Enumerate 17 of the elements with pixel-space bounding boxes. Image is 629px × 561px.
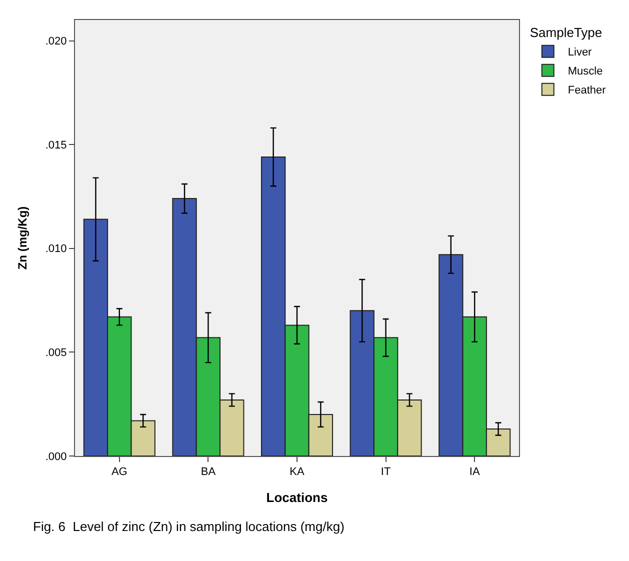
y-tick-label: .000 bbox=[45, 450, 67, 463]
x-tick-label: BA bbox=[200, 466, 216, 478]
y-tick-label: .005 bbox=[45, 347, 67, 360]
legend-label: Muscle bbox=[568, 66, 603, 78]
caption: Fig. 6 Level of zinc (Zn) in sampling locations (mg/kg) bbox=[33, 519, 344, 534]
x-axis-title: Locations bbox=[266, 490, 328, 505]
legend-label: Feather bbox=[568, 84, 606, 97]
x-tick-label: AG bbox=[111, 466, 128, 478]
x-tick-label: IA bbox=[469, 466, 480, 478]
legend-label: Liver bbox=[568, 46, 592, 59]
legend-title: SampleType bbox=[530, 24, 602, 40]
x-tick-label: IT bbox=[380, 466, 391, 478]
y-tick-label: .010 bbox=[45, 243, 67, 256]
x-tick-label: KA bbox=[290, 466, 305, 478]
y-axis-title: Zn (mg/Kg) bbox=[16, 206, 30, 270]
y-tick-label: .015 bbox=[45, 139, 67, 152]
y-tick-label: .020 bbox=[45, 36, 67, 48]
